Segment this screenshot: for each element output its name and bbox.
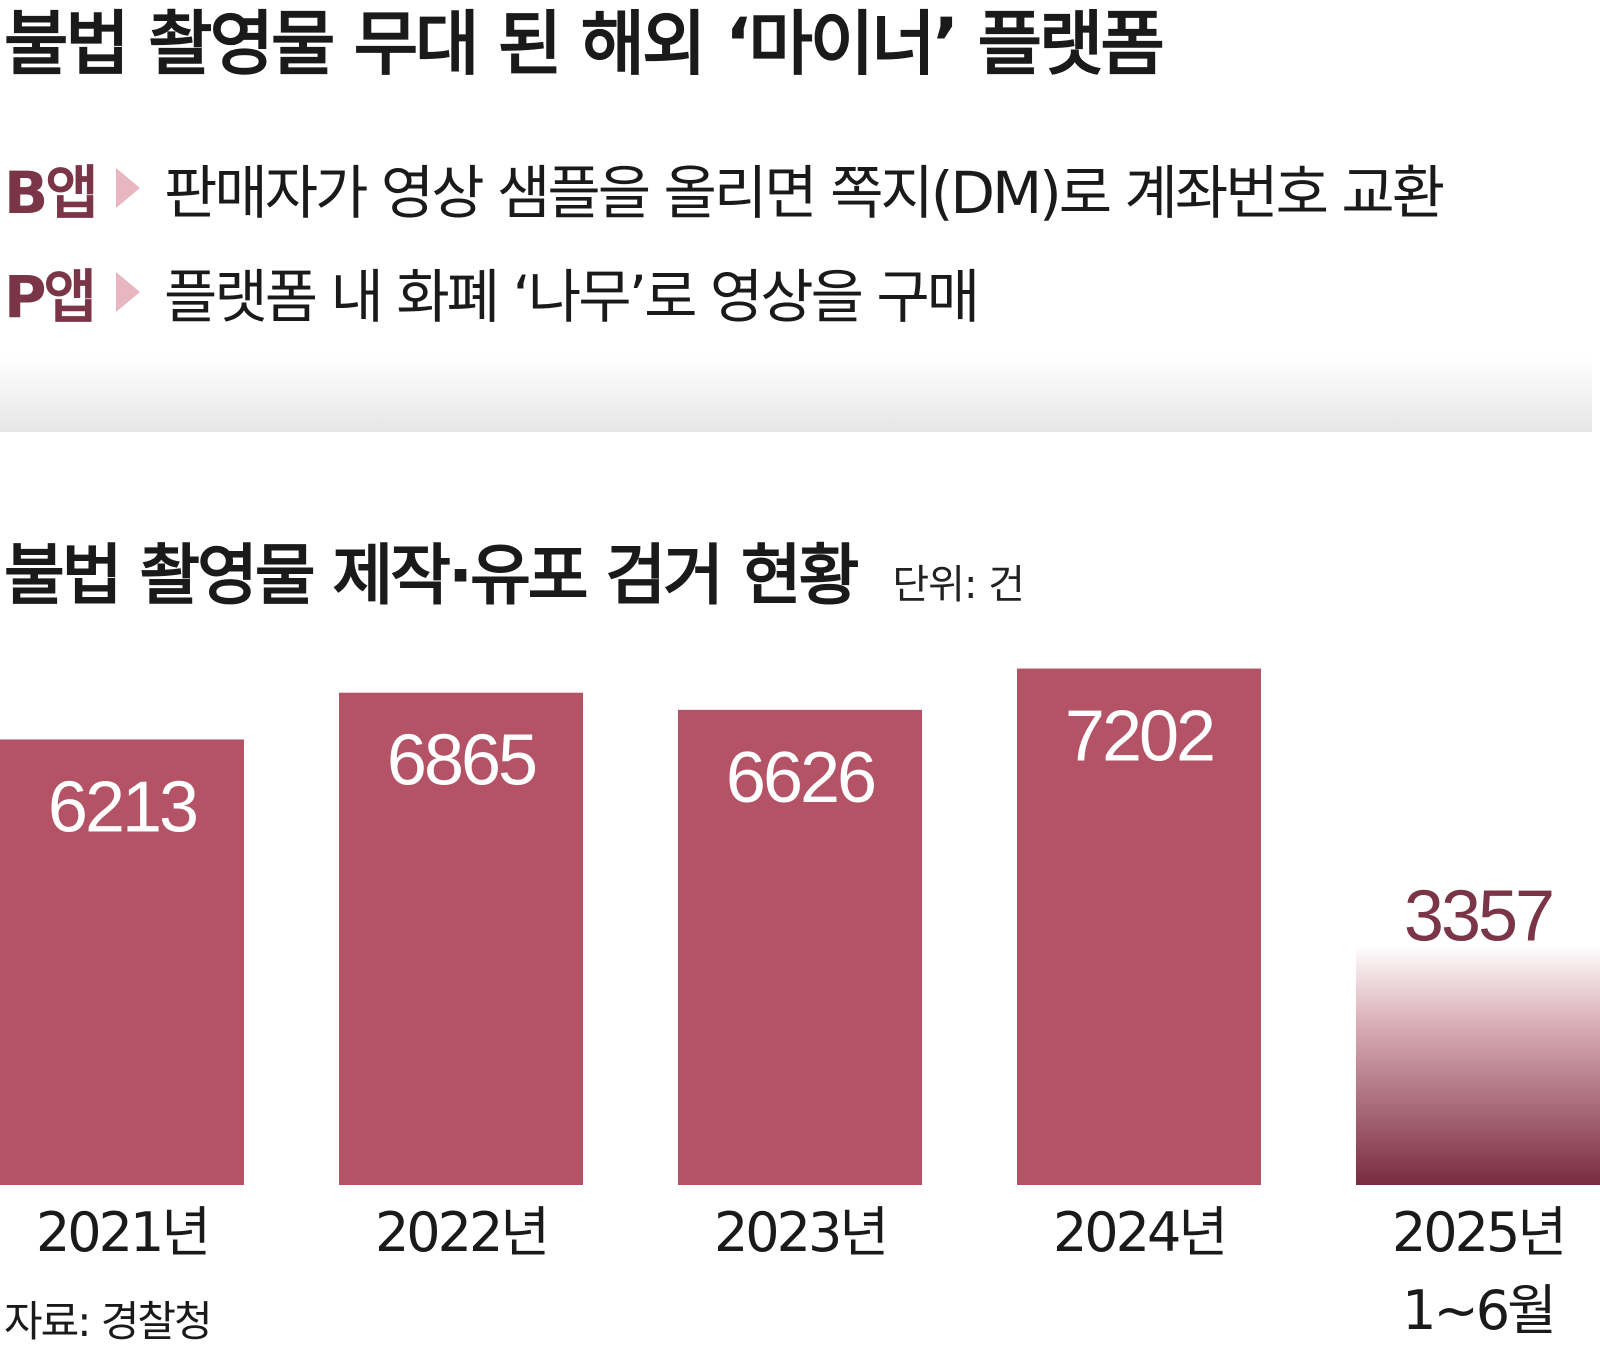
bar-value-label-1: 6865 <box>387 721 536 801</box>
x-tick-label-1: 2022년 <box>375 1201 547 1264</box>
triangle-arrow-icon <box>116 168 140 208</box>
bar-2 <box>678 709 922 1185</box>
chart-title-block: 불법 촬영물 제작·유포 검거 현황 단위: 건 <box>4 522 1025 618</box>
bar-4 <box>1356 944 1600 1185</box>
app-name-b: B앱 <box>4 159 99 227</box>
x-tick-label-0: 2021년 <box>36 1201 208 1264</box>
bar-0 <box>0 739 244 1185</box>
chart-unit: 단위: 건 <box>892 562 1025 608</box>
bar-value-label-4: 3357 <box>1404 876 1552 956</box>
bar-3 <box>1017 668 1261 1185</box>
source-note: 자료: 경찰청 <box>4 1297 213 1346</box>
x-tick-label-3: 2024년 <box>1053 1201 1225 1264</box>
bar-value-label-2: 6626 <box>726 738 874 818</box>
app-name-p: P앱 <box>4 263 97 331</box>
bar-value-label-3: 7202 <box>1065 697 1213 777</box>
x-tick-label-2: 2023년 <box>714 1201 886 1264</box>
x-tick-label-4-1: 1~6월 <box>1402 1279 1554 1342</box>
headline: 불법 촬영물 무대 된 해외 ‘마이너’ 플랫폼 <box>4 3 1165 85</box>
triangle-arrow-icon <box>116 272 140 312</box>
app-description-p: 플랫폼 내 화폐 ‘나무’로 영상을 구매 <box>164 263 980 331</box>
app-description-b: 판매자가 영상 샘플을 올리면 쪽지(DM)로 계좌번호 교환 <box>164 159 1445 227</box>
x-tick-label-4-0: 2025년 <box>1392 1201 1564 1264</box>
section-divider <box>0 356 1592 432</box>
chart-title: 불법 촬영물 제작·유포 검거 현황 <box>4 537 859 614</box>
app-row-b: B앱 판매자가 영상 샘플을 올리면 쪽지(DM)로 계좌번호 교환 <box>4 148 1445 228</box>
bar-1 <box>339 692 583 1185</box>
bar-value-label-0: 6213 <box>48 767 196 847</box>
app-row-p: P앱 플랫폼 내 화폐 ‘나무’로 영상을 구매 <box>4 252 980 332</box>
